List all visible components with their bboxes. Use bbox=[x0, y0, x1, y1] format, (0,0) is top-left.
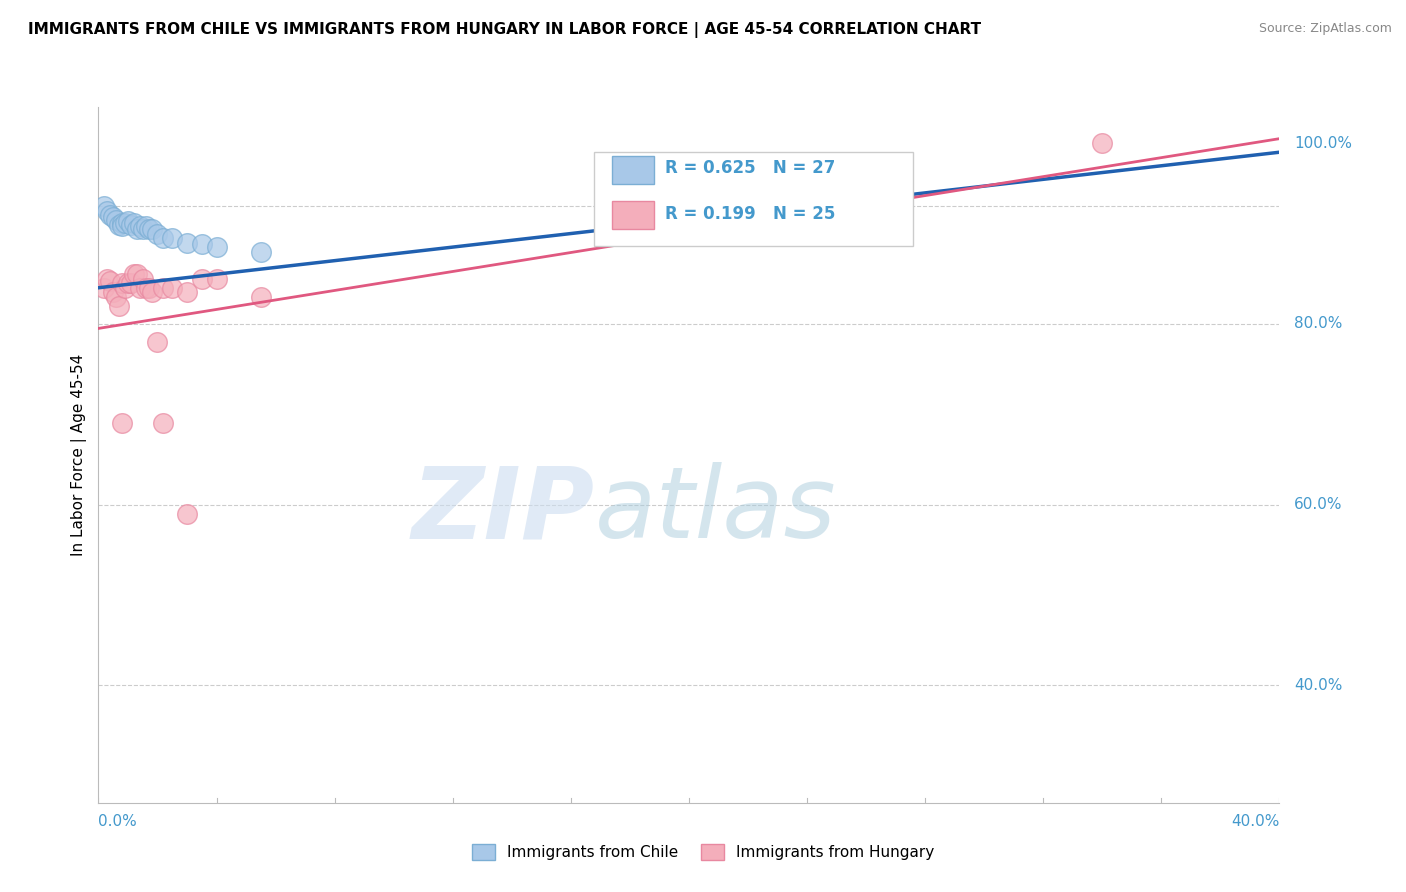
Point bbox=[93, 199, 115, 213]
Point bbox=[125, 267, 148, 281]
Point bbox=[111, 216, 134, 230]
Point bbox=[664, 199, 686, 213]
Text: Source: ZipAtlas.com: Source: ZipAtlas.com bbox=[1258, 22, 1392, 36]
Point bbox=[619, 194, 641, 209]
Point bbox=[146, 227, 169, 241]
Point bbox=[205, 240, 228, 254]
Point bbox=[176, 285, 198, 300]
Text: 60.0%: 60.0% bbox=[1294, 497, 1343, 512]
Point bbox=[250, 290, 273, 304]
Point bbox=[191, 237, 214, 252]
Point bbox=[152, 281, 174, 295]
Point bbox=[111, 219, 134, 234]
Text: 0.0%: 0.0% bbox=[98, 814, 138, 829]
Point bbox=[96, 271, 118, 285]
Point bbox=[120, 277, 142, 291]
Point bbox=[103, 285, 125, 300]
Point bbox=[141, 222, 163, 236]
Point bbox=[122, 267, 145, 281]
Point bbox=[96, 203, 118, 218]
FancyBboxPatch shape bbox=[595, 153, 914, 246]
Text: 40.0%: 40.0% bbox=[1232, 814, 1279, 829]
Point bbox=[98, 273, 121, 287]
Point bbox=[108, 299, 131, 313]
Bar bbox=[612, 156, 654, 184]
Point bbox=[132, 271, 155, 285]
Point bbox=[176, 235, 198, 250]
Text: IMMIGRANTS FROM CHILE VS IMMIGRANTS FROM HUNGARY IN LABOR FORCE | AGE 45-54 CORR: IMMIGRANTS FROM CHILE VS IMMIGRANTS FROM… bbox=[28, 22, 981, 38]
Point bbox=[114, 216, 136, 230]
Point bbox=[117, 214, 139, 228]
Point bbox=[1091, 136, 1114, 151]
Point bbox=[176, 507, 198, 521]
Text: atlas: atlas bbox=[595, 462, 837, 559]
Point bbox=[162, 281, 183, 295]
Point bbox=[135, 219, 157, 234]
Point bbox=[162, 231, 183, 245]
Point bbox=[191, 271, 214, 285]
Point bbox=[135, 281, 157, 295]
Point bbox=[122, 216, 145, 230]
Text: R = 0.625   N = 27: R = 0.625 N = 27 bbox=[665, 160, 835, 178]
Point bbox=[103, 211, 125, 225]
Point bbox=[128, 281, 150, 295]
Text: 40.0%: 40.0% bbox=[1294, 678, 1343, 693]
Point bbox=[111, 277, 134, 291]
Text: ZIP: ZIP bbox=[412, 462, 595, 559]
Point bbox=[105, 290, 128, 304]
Point bbox=[141, 285, 163, 300]
Text: 100.0%: 100.0% bbox=[1294, 136, 1353, 151]
Point bbox=[125, 222, 148, 236]
Point bbox=[105, 213, 128, 227]
Point bbox=[120, 218, 142, 232]
Legend: Immigrants from Chile, Immigrants from Hungary: Immigrants from Chile, Immigrants from H… bbox=[465, 838, 941, 866]
Point bbox=[111, 417, 134, 431]
Bar bbox=[612, 201, 654, 228]
Point bbox=[132, 222, 155, 236]
Point bbox=[128, 219, 150, 234]
Point bbox=[152, 417, 174, 431]
Point bbox=[138, 281, 160, 295]
Point bbox=[146, 334, 169, 349]
Point bbox=[138, 222, 160, 236]
Point bbox=[250, 244, 273, 259]
Text: R = 0.199   N = 25: R = 0.199 N = 25 bbox=[665, 205, 835, 223]
Point bbox=[114, 281, 136, 295]
Point bbox=[205, 271, 228, 285]
Y-axis label: In Labor Force | Age 45-54: In Labor Force | Age 45-54 bbox=[72, 354, 87, 556]
Text: 80.0%: 80.0% bbox=[1294, 317, 1343, 332]
Point bbox=[93, 281, 115, 295]
Point bbox=[117, 277, 139, 291]
Point bbox=[152, 231, 174, 245]
Point bbox=[98, 209, 121, 223]
Point bbox=[108, 218, 131, 232]
